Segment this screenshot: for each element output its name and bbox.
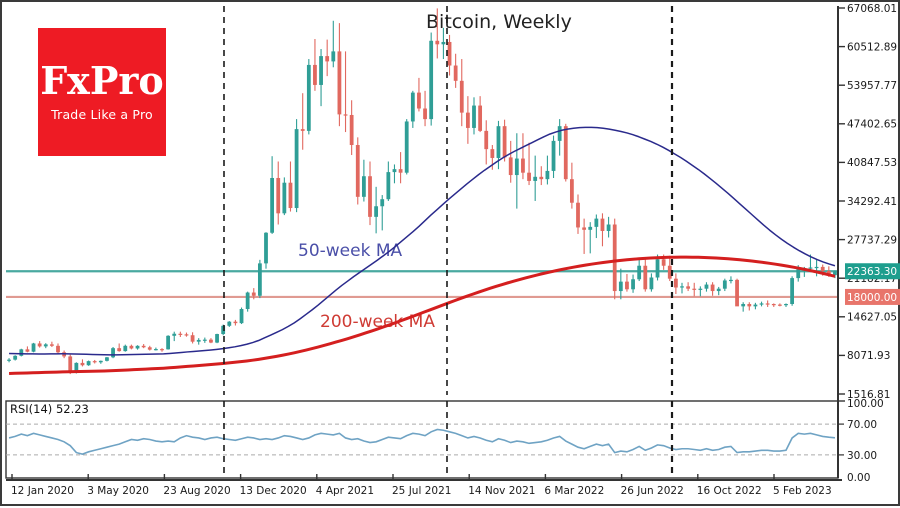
logo-tagline: Trade Like a Pro — [51, 107, 153, 122]
date-tick-label: 3 May 2020 — [87, 485, 149, 497]
price-tick-label: 27737.29 — [847, 234, 897, 246]
date-tick-label: 26 Jun 2022 — [621, 485, 684, 497]
ma200-line — [9, 255, 836, 375]
date-tick-label: 4 Apr 2021 — [316, 485, 374, 497]
date-tick-label: 12 Jan 2020 — [11, 485, 74, 497]
price-tick-label: 40847.53 — [847, 157, 897, 169]
price-tick-label: 53957.77 — [847, 80, 897, 92]
chart-title: Bitcoin, Weekly — [426, 11, 572, 33]
ma50-annotation: 50-week MA — [298, 241, 403, 261]
rsi-indicator-label: RSI(14) 52.23 — [10, 402, 89, 416]
rsi-tick-label: 0.00 — [847, 472, 870, 484]
axis-layer: 67068.01 60512.89 53957.77 47402.65 40847.53… — [6, 3, 900, 497]
price-tick-label: 67068.01 — [847, 3, 897, 15]
date-tick-label: 5 Feb 2023 — [773, 485, 832, 497]
date-tick-label: 14 Nov 2021 — [468, 485, 535, 497]
fxpro-logo: FxPro Trade Like a Pro — [38, 28, 166, 156]
date-tick-label: 13 Dec 2020 — [240, 485, 307, 497]
price-tick-label: 1516.81 — [847, 389, 890, 401]
rsi-line — [8, 428, 836, 455]
price-badge — [845, 263, 900, 280]
ma50-line — [9, 126, 836, 356]
date-tick-label: 16 Oct 2022 — [697, 485, 762, 497]
level-badge-text: 18000.00 — [847, 292, 897, 304]
date-tick-label: 23 Aug 2020 — [163, 485, 230, 497]
price-pane — [6, 8, 838, 375]
price-tick-label: 8071.93 — [847, 350, 890, 362]
ma200-annotation: 200-week MA — [320, 312, 435, 332]
price-badge-text: 22363.30 — [847, 266, 897, 278]
logo-wordmark: FxPro — [40, 58, 164, 103]
price-tick-label: 14627.05 — [847, 312, 897, 324]
date-tick-label: 25 Jul 2021 — [392, 485, 451, 497]
rsi-tick-label: 70.00 — [847, 419, 877, 431]
rsi-tick-label: 100.00 — [847, 398, 884, 410]
rsi-pane — [5, 400, 839, 479]
rsi-tick-label: 30.00 — [847, 450, 877, 462]
price-tick-label: 47402.65 — [847, 119, 897, 131]
price-tick-label: 60512.89 — [847, 41, 897, 53]
date-tick-label: 6 Mar 2022 — [544, 485, 604, 497]
price-tick-label: 34292.41 — [847, 196, 897, 208]
level-badge — [845, 288, 900, 305]
